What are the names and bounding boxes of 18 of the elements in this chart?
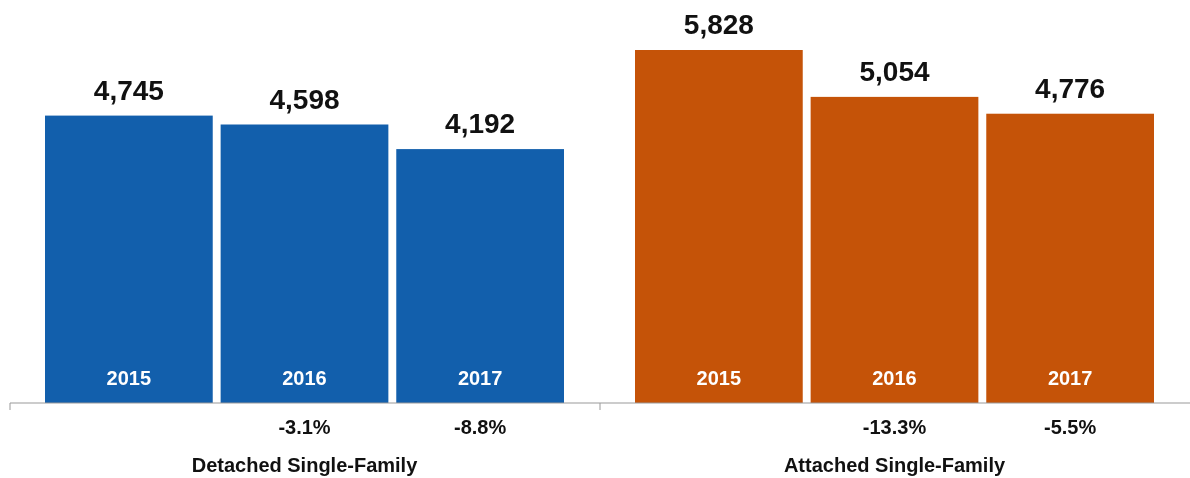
x-axis-title: Attached Single-Family [783, 454, 1006, 476]
data-label: 4,192 [445, 108, 516, 140]
text: -8.8% [454, 416, 507, 438]
data-label: 5,054 [859, 55, 930, 87]
x-tick-label: 2017 [457, 367, 503, 389]
x-tick-label: 2015 [696, 367, 742, 389]
x-tick-label: 2015 [106, 367, 152, 389]
x-axis-title: Detached Single-Family [191, 454, 419, 476]
x-tick-label: 2016 [872, 367, 917, 389]
x-tick-label: 2017 [1047, 367, 1093, 389]
text: -5.5% [1044, 416, 1097, 438]
text: -13.3% [862, 416, 927, 438]
data-label: 4,598 [269, 83, 340, 115]
text: -3.1% [278, 416, 331, 438]
data-label: 4,745 [93, 74, 164, 106]
x-tick-label: 2016 [282, 367, 327, 389]
data-label: 5,828 [683, 9, 754, 40]
data-label: 4,776 [1035, 72, 1106, 104]
